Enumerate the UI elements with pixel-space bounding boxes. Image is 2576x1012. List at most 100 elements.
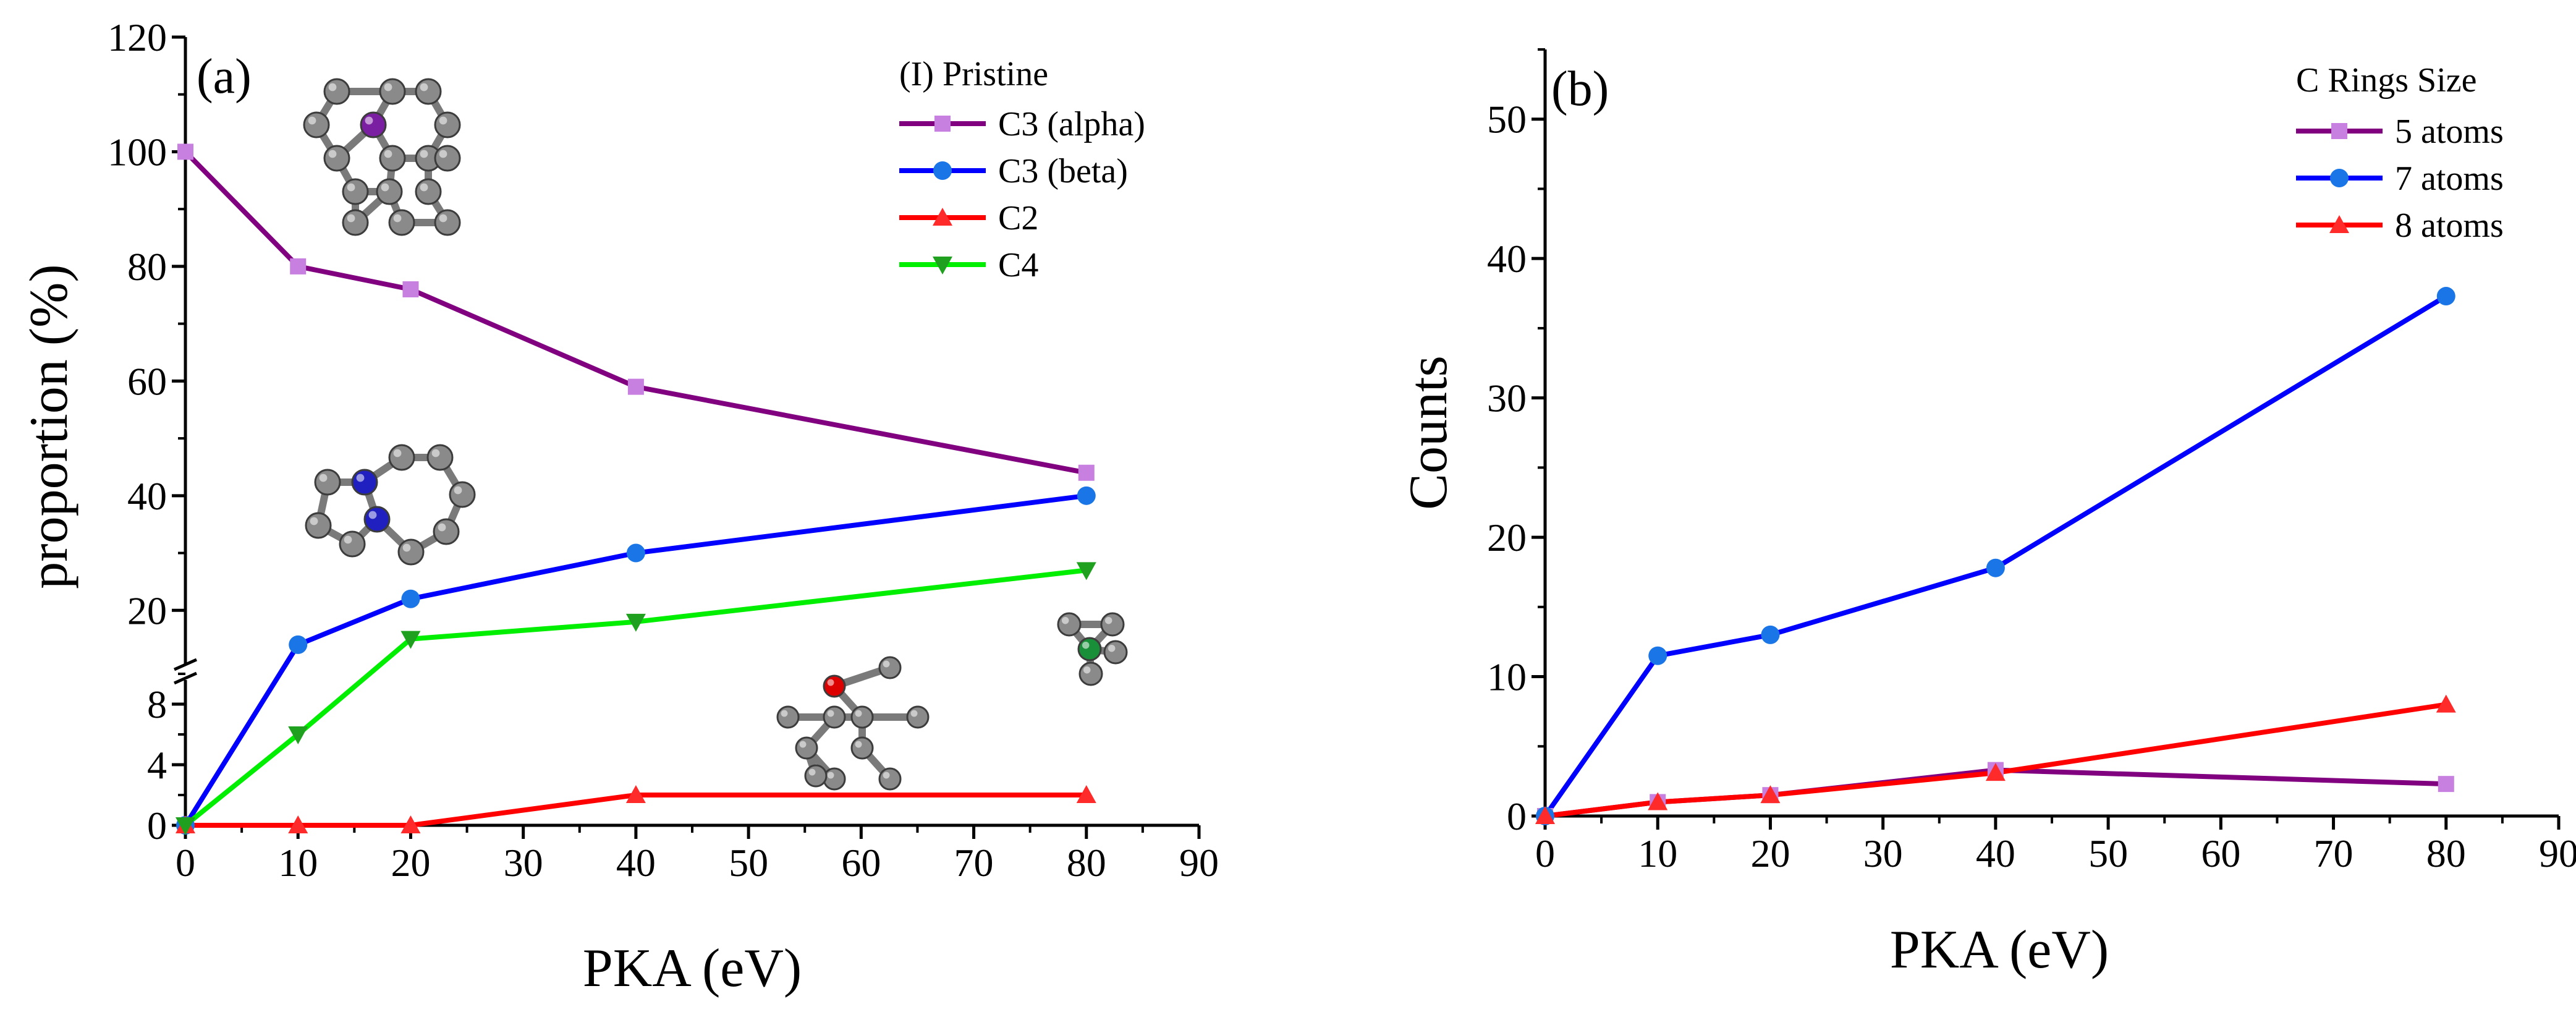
panel-a-axis-break-mark xyxy=(173,658,198,671)
molecule-ring-blue-pair-icon-atom xyxy=(397,538,425,566)
panel-b-x-tick-label: 60 xyxy=(2201,831,2240,875)
panel-a-point-3 xyxy=(288,726,308,744)
panel-b-point-0 xyxy=(2438,776,2454,793)
panel-a-y-axis-title: proportion (%) xyxy=(19,264,79,589)
panel-b-legend-label: 5 atoms xyxy=(2395,113,2504,151)
molecule-cluster-green-atom-icon-atom xyxy=(1103,640,1128,665)
molecule-ring-purple-center-icon-atom xyxy=(342,209,369,236)
molecule-ring-purple-center-icon-atom xyxy=(434,209,461,236)
molecule-ring-blue-pair-icon-atom xyxy=(351,469,378,496)
molecule-ring-blue-pair-icon-atom xyxy=(388,444,415,471)
molecule-cluster-green-atom-icon-atom-highlight xyxy=(1061,616,1069,624)
panel-a-y-tick-label: 0 xyxy=(147,804,167,848)
molecule-chain-red-atom-icon-atom xyxy=(850,736,874,760)
molecule-ring-purple-center-icon-atom xyxy=(376,178,403,205)
panel-a-legend-marker xyxy=(933,161,952,180)
molecule-chain-red-atom-icon-atom-highlight xyxy=(808,768,816,776)
panel-a-x-tick-label: 80 xyxy=(1067,841,1106,885)
panel-a-legend-title: (I) Pristine xyxy=(899,55,1048,93)
panel-b-y-tick-label: 50 xyxy=(1487,98,1527,142)
molecule-cluster-green-atom-icon-atom-highlight xyxy=(1082,641,1090,649)
panel-a-x-tick-label: 70 xyxy=(954,841,994,885)
molecule-ring-purple-center-icon-atom-highlight xyxy=(420,150,428,158)
molecule-ring-blue-pair-icon-atom xyxy=(363,506,391,533)
panel-a-x-tick-label: 10 xyxy=(278,841,318,885)
molecule-cluster-green-atom-icon-atom-highlight xyxy=(1104,616,1112,624)
panel-b-x-tick-label: 20 xyxy=(1750,831,1790,875)
panel-b-chart: (b) C Rings Size PKA (eV) Counts 0 10 20 30… xyxy=(1399,48,2576,980)
molecule-chain-red-atom-icon-atom xyxy=(795,736,818,760)
panel-b-legend-marker xyxy=(2329,215,2349,233)
molecule-chain-red-atom-icon-atom xyxy=(850,705,874,729)
molecule-ring-purple-center-icon-atom-highlight xyxy=(439,214,447,223)
panel-b-x-tick-label: 30 xyxy=(1863,831,1903,875)
molecule-ring-blue-pair-icon-atom-highlight xyxy=(454,486,462,495)
molecule-ring-purple-center-icon-atom xyxy=(379,78,406,105)
panel-b-y-tick-label: 30 xyxy=(1487,376,1527,420)
molecule-ring-purple-center-icon-atom-highlight xyxy=(308,116,316,125)
panel-b-x-tick-label: 10 xyxy=(1638,831,1677,875)
panel-a-point-2 xyxy=(288,815,308,833)
molecule-ring-blue-pair-icon-atom-highlight xyxy=(431,449,440,457)
panel-a-point-3 xyxy=(625,613,646,632)
panel-a-point-0 xyxy=(177,143,193,160)
panel-b-point-1 xyxy=(1986,558,2005,577)
panel-b-x-tick-label: 50 xyxy=(2088,831,2128,875)
molecule-ring-purple-center-icon-atom xyxy=(303,111,330,138)
molecule-ring-purple-center-icon-atom-highlight xyxy=(328,83,337,91)
molecule-ring-purple-center-icon-atom xyxy=(415,78,442,105)
panel-a-y-tick-label: 8 xyxy=(147,682,167,726)
molecule-cluster-green-atom-icon-atom xyxy=(1078,661,1103,686)
molecule-cluster-green-atom-icon-atom-highlight xyxy=(1083,666,1091,674)
panel-a-x-tick-label: 30 xyxy=(504,841,543,885)
molecule-ring-purple-center-icon-atom xyxy=(379,145,406,172)
molecule-ring-blue-pair-icon-atom-highlight xyxy=(319,474,328,482)
molecule-ring-purple-center-icon-atom-highlight xyxy=(365,116,373,125)
panel-a-point-3 xyxy=(1076,562,1096,580)
molecule-chain-red-atom-icon-atom-highlight xyxy=(910,710,918,717)
panel-b-point-2 xyxy=(1760,785,1781,804)
molecule-ring-purple-center-icon-atom-highlight xyxy=(420,83,428,91)
panel-a-axis-break-mark xyxy=(173,671,198,685)
panel-a-legend-marker xyxy=(934,116,951,132)
molecule-ring-blue-pair-icon-atom xyxy=(339,530,366,558)
panel-b-y-tick-label: 10 xyxy=(1487,655,1527,699)
molecule-chain-red-atom-icon-atom-highlight xyxy=(827,710,834,717)
molecule-cluster-green-atom-icon xyxy=(1057,612,1128,686)
panel-a-x-tick-label: 90 xyxy=(1179,841,1219,885)
panel-a-point-2 xyxy=(1076,785,1096,803)
panel-a-point-2 xyxy=(400,815,421,833)
panel-a-point-1 xyxy=(401,589,420,608)
molecule-ring-purple-center-icon-atom-highlight xyxy=(393,214,402,223)
panel-a-legend-label: C4 xyxy=(998,246,1038,284)
molecule-chain-red-atom-icon xyxy=(776,656,930,791)
molecule-chain-red-atom-icon-atom xyxy=(804,764,828,788)
molecule-chain-red-atom-icon-atom-highlight xyxy=(827,679,834,686)
molecule-ring-blue-pair-icon-atom-highlight xyxy=(402,543,411,552)
molecule-ring-purple-center-icon-atom xyxy=(434,111,461,138)
panel-a-label: (a) xyxy=(197,49,252,104)
molecule-ring-purple-center-icon-atom-highlight xyxy=(328,150,337,158)
molecule-ring-blue-pair-icon-atom-highlight xyxy=(344,535,352,544)
molecule-ring-purple-center-icon-atom-highlight xyxy=(384,150,392,158)
panel-a-y-tick-label: 120 xyxy=(108,15,167,59)
molecule-ring-purple-center-icon-atom-highlight xyxy=(439,150,447,158)
molecule-ring-purple-center-icon-atom xyxy=(388,209,415,236)
panel-b-legend-marker xyxy=(2331,123,2347,139)
panel-a-point-0 xyxy=(1078,464,1095,481)
molecule-ring-blue-pair-icon-atom-highlight xyxy=(310,517,318,525)
molecule-ring-purple-center-icon xyxy=(303,78,461,236)
molecule-chain-red-atom-icon-atom-highlight xyxy=(855,710,862,717)
panel-a-x-tick-label: 60 xyxy=(841,841,881,885)
panel-a-point-2 xyxy=(625,785,646,803)
molecule-ring-purple-center-icon-atom-highlight xyxy=(384,83,392,91)
panel-a-series-line-0 xyxy=(184,150,1087,475)
molecule-ring-blue-pair-icon xyxy=(305,444,476,566)
molecule-chain-red-atom-icon-atom xyxy=(823,705,846,729)
panel-b-y-axis-title: Counts xyxy=(1399,355,1459,509)
panel-b-point-2 xyxy=(2436,694,2456,713)
molecule-ring-purple-center-icon-atom-highlight xyxy=(347,214,355,223)
molecule-chain-red-atom-icon-atom-highlight xyxy=(855,741,862,748)
molecule-ring-purple-center-icon-atom-highlight xyxy=(347,183,355,192)
panel-b-x-axis-title: PKA (eV) xyxy=(1890,920,2109,980)
